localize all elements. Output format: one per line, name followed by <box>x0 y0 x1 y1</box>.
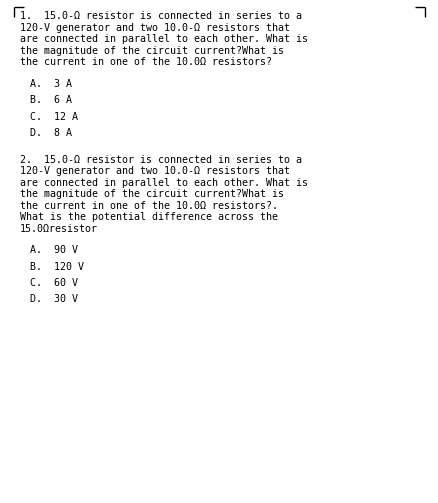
Text: 120-V generator and two 10.0-Ω resistors that: 120-V generator and two 10.0-Ω resistors… <box>20 166 290 176</box>
Text: A.  3 A: A. 3 A <box>30 78 72 89</box>
Text: D.  30 V: D. 30 V <box>30 294 78 304</box>
Text: the current in one of the 10.0Ω resistors?: the current in one of the 10.0Ω resistor… <box>20 57 272 67</box>
Text: What is the potential difference across the: What is the potential difference across … <box>20 212 277 222</box>
Text: are connected in parallel to each other. What is: are connected in parallel to each other.… <box>20 34 307 44</box>
Text: D.  8 A: D. 8 A <box>30 128 72 138</box>
Text: are connected in parallel to each other. What is: are connected in parallel to each other.… <box>20 178 307 188</box>
Text: the magnitude of the circuit current?What is: the magnitude of the circuit current?Wha… <box>20 45 283 55</box>
Text: 120-V generator and two 10.0-Ω resistors that: 120-V generator and two 10.0-Ω resistors… <box>20 23 290 33</box>
Text: 1.  15.0-Ω resistor is connected in series to a: 1. 15.0-Ω resistor is connected in serie… <box>20 11 301 21</box>
Text: C.  12 A: C. 12 A <box>30 112 78 122</box>
Text: B.  120 V: B. 120 V <box>30 262 84 272</box>
Text: A.  90 V: A. 90 V <box>30 245 78 255</box>
Text: the magnitude of the circuit current?What is: the magnitude of the circuit current?Wha… <box>20 189 283 199</box>
Text: the current in one of the 10.0Ω resistors?.: the current in one of the 10.0Ω resistor… <box>20 201 277 210</box>
Text: 2.  15.0-Ω resistor is connected in series to a: 2. 15.0-Ω resistor is connected in serie… <box>20 154 301 164</box>
Text: B.  6 A: B. 6 A <box>30 95 72 105</box>
Text: C.  60 V: C. 60 V <box>30 278 78 288</box>
Text: 15.0Ωresistor: 15.0Ωresistor <box>20 223 98 233</box>
